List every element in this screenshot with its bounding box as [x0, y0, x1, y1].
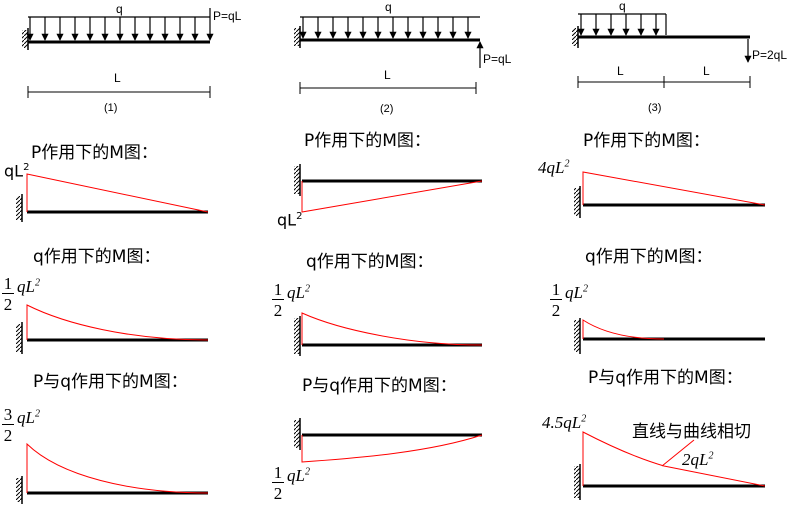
heading-p-case-3: P作用下的M图： [583, 131, 710, 151]
case-label-3: (3) [648, 102, 662, 114]
span-label-case-2: L [384, 68, 391, 82]
moment-diagram-q-case-3 [574, 318, 765, 354]
moment-curve [26, 304, 209, 341]
tangent-annotation: 直线与曲线相切 [632, 422, 751, 442]
span-label-case-3-a: L [617, 64, 624, 78]
moment-curve [301, 312, 483, 346]
moment-diagram-combined-case-2 [294, 418, 483, 463]
moment-diagram-q-case-1 [16, 304, 209, 354]
fixed-support [294, 28, 300, 46]
moment-value-combined-case-3: 4.5qL2 [542, 413, 587, 432]
point-load-label-case-1: P=qL [213, 9, 242, 23]
moment-curve [582, 431, 766, 487]
moment-value-p-case-2: qL2 [277, 210, 303, 230]
span-label-case-3-b: L [703, 64, 710, 78]
heading-q-case-2: q作用下的M图： [306, 252, 434, 272]
heading-combined-case-1: P与q作用下的M图： [33, 372, 188, 392]
beam-case-3 [572, 13, 752, 88]
distributed-load [299, 16, 480, 39]
moment-diagram-p-case-2 [294, 164, 483, 213]
beam-case-1 [22, 8, 214, 98]
moment-diagram-combined-case-1 [16, 442, 209, 504]
moment-value-p-case-1: qL2 [4, 161, 30, 181]
span-dimension [577, 76, 751, 88]
span-label-case-1: L [114, 71, 121, 85]
point-load-label-case-2: P=qL [483, 52, 512, 66]
heading-p-case-1: P作用下的M图： [31, 143, 158, 163]
heading-combined-case-3: P与q作用下的M图： [588, 368, 743, 388]
moment-line [301, 180, 483, 213]
tangent-leader-line [661, 439, 695, 467]
distributed-load [26, 16, 210, 41]
load-label-q-case-2: q [385, 0, 392, 14]
fixed-support [22, 30, 28, 48]
case-label-2: (2) [380, 103, 394, 115]
distributed-load [577, 13, 667, 36]
moment-line [26, 173, 209, 213]
case-label-1: (1) [104, 102, 118, 114]
heading-q-case-1: q作用下的M图： [33, 247, 161, 267]
moment-diagram-p-case-1 [16, 173, 209, 222]
heading-q-case-3: q作用下的M图： [585, 247, 713, 267]
moment-diagram-p-case-3 [574, 171, 766, 218]
moment-diagram-q-case-2 [294, 312, 483, 356]
moment-value-p-case-3: 4qL2 [538, 158, 570, 177]
moment-curve [301, 434, 483, 463]
moment-curve [582, 319, 665, 340]
heading-p-case-2: P作用下的M图： [304, 131, 431, 151]
fixed-support [572, 28, 578, 46]
heading-combined-case-2: P与q作用下的M图： [302, 376, 457, 396]
span-dimension [299, 82, 477, 94]
span-dimension [27, 86, 211, 98]
load-label-q-case-3: q [619, 0, 626, 13]
beam-case-2 [294, 16, 484, 94]
moment-line [582, 171, 766, 206]
point-load-label-case-3: P=2qL [752, 48, 788, 62]
moment-value-midspan-case-3: 2qL2 [682, 450, 714, 469]
moment-curve [26, 442, 209, 494]
load-label-q-case-1: q [116, 2, 123, 16]
moment-diagram-combined-case-3 [574, 431, 766, 500]
